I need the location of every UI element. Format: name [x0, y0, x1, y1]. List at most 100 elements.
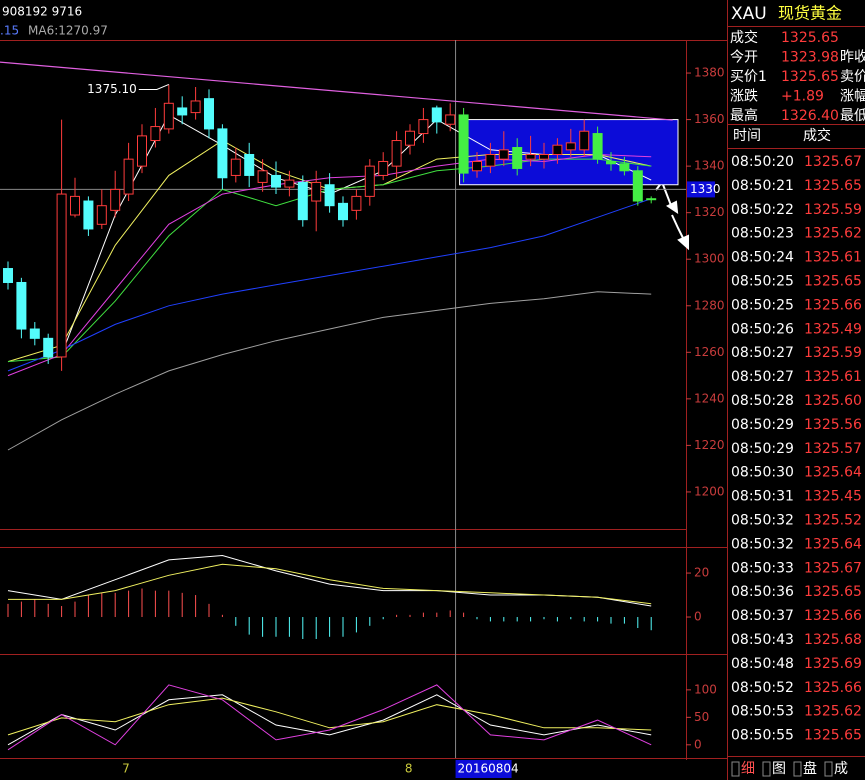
indicator-line — [7, 198, 652, 372]
tick-time: 08:50:27 — [731, 369, 794, 385]
candle-body — [418, 119, 429, 135]
tick-time: 08:50:52 — [731, 680, 794, 696]
candle-body — [150, 126, 161, 142]
tab[interactable]: 细 — [731, 761, 755, 777]
tick-price: 1325.61 — [804, 369, 862, 385]
candle-body — [458, 114, 469, 174]
quote-value: 1326.40 — [781, 108, 839, 124]
tick-time: 08:50:48 — [731, 656, 794, 672]
candle-body — [405, 130, 415, 146]
y-tick-label: 1240 — [694, 391, 725, 405]
indicator-line — [7, 697, 652, 736]
candle-body — [83, 200, 94, 230]
candle-body — [498, 149, 509, 160]
tick-time: 08:50:36 — [731, 584, 794, 600]
cursor-label: 1330 — [690, 182, 721, 196]
tick-time: 08:50:29 — [731, 417, 794, 433]
y-tick-label: 100 — [694, 682, 717, 696]
candle-body — [485, 153, 496, 167]
quote-label: 涨跌 — [730, 89, 758, 105]
candle-body — [539, 153, 549, 160]
tick-price: 1325.67 — [804, 560, 862, 576]
quote-label: 昨收 — [840, 50, 865, 66]
candle-body — [619, 163, 630, 172]
quote-label: 最高 — [730, 107, 758, 124]
tab[interactable]: 成 — [824, 761, 848, 777]
candle-body — [3, 268, 13, 283]
quote-label: 今开 — [730, 50, 758, 66]
candle-body — [177, 107, 188, 116]
candle-body — [338, 202, 348, 221]
candle-body — [378, 160, 389, 176]
tick-time: 08:50:21 — [731, 178, 794, 194]
tick-time: 08:50:32 — [731, 536, 794, 552]
tab-label[interactable]: 成 — [834, 761, 848, 777]
candle-body — [16, 281, 27, 330]
tick-time: 08:50:20 — [731, 154, 794, 170]
quote-label: 最低 — [840, 108, 865, 124]
y-tick-label: 1260 — [694, 345, 725, 359]
tick-price: 1325.62 — [804, 226, 862, 242]
tick-price: 1325.65 — [804, 178, 862, 194]
tick-price: 1325.68 — [804, 632, 862, 648]
tab-label[interactable]: 细 — [741, 761, 755, 777]
tab[interactable]: 盘 — [793, 760, 817, 777]
x-tick-label: 8 — [405, 762, 413, 776]
candle-body — [271, 174, 281, 188]
tick-price: 1325.59 — [804, 202, 862, 218]
tab-label[interactable]: 图 — [772, 761, 786, 777]
tick-price: 1325.66 — [804, 297, 862, 313]
leader-line — [138, 83, 169, 90]
y-tick-label: 50 — [694, 710, 709, 724]
tick-price: 1325.45 — [804, 489, 862, 505]
tick-price: 1325.67 — [804, 154, 862, 170]
candle-body — [257, 170, 268, 183]
candle-body — [324, 184, 335, 207]
candle-body — [472, 160, 482, 172]
y-tick-label: 1380 — [694, 66, 725, 80]
y-tick-label: 1220 — [694, 438, 725, 452]
y-tick-label: 1280 — [694, 298, 725, 312]
quote-value: +1.89 — [781, 89, 824, 105]
tick-time: 08:50:53 — [731, 704, 794, 720]
quote-value: 1325.65 — [781, 69, 839, 85]
tick-time: 08:50:22 — [731, 202, 794, 218]
tick-price: 1325.64 — [804, 465, 862, 481]
candle-body — [579, 130, 590, 151]
candle-body — [364, 165, 375, 197]
quote-label: 成交 — [730, 29, 758, 46]
candle-body — [230, 158, 241, 176]
trendline — [0, 61, 673, 121]
cursor-label-bg — [687, 181, 715, 198]
symbol-name: 现货黄金 — [778, 4, 842, 23]
candle-body — [632, 170, 643, 202]
quote-label: 涨幅 — [840, 89, 865, 105]
tick-time: 08:50:29 — [731, 441, 794, 457]
tick-price: 1325.65 — [804, 584, 862, 600]
tab-label[interactable]: 盘 — [803, 760, 817, 777]
y-tick-label: 0 — [694, 737, 702, 751]
tick-price: 1325.61 — [804, 250, 862, 266]
candle-body — [137, 135, 147, 167]
table-header: 成交 — [803, 127, 831, 144]
candle-body — [592, 133, 603, 160]
tick-time: 08:50:23 — [731, 226, 794, 242]
tab[interactable]: 图 — [762, 761, 786, 777]
candle-body — [204, 98, 214, 130]
candle-body — [311, 181, 322, 202]
y-tick-label: 1340 — [694, 159, 725, 173]
candle-body — [351, 195, 362, 211]
tab-icon — [793, 761, 802, 777]
highlight-box — [459, 119, 679, 186]
tick-time: 08:50:55 — [731, 728, 794, 744]
candle-body — [284, 179, 295, 188]
tick-price: 1325.60 — [804, 393, 862, 409]
y-tick-label: 0 — [694, 610, 702, 624]
quote-value: 1323.98 — [781, 50, 839, 66]
candle-body — [43, 337, 54, 358]
tick-time: 08:50:25 — [731, 297, 794, 313]
candle-body — [110, 188, 121, 211]
